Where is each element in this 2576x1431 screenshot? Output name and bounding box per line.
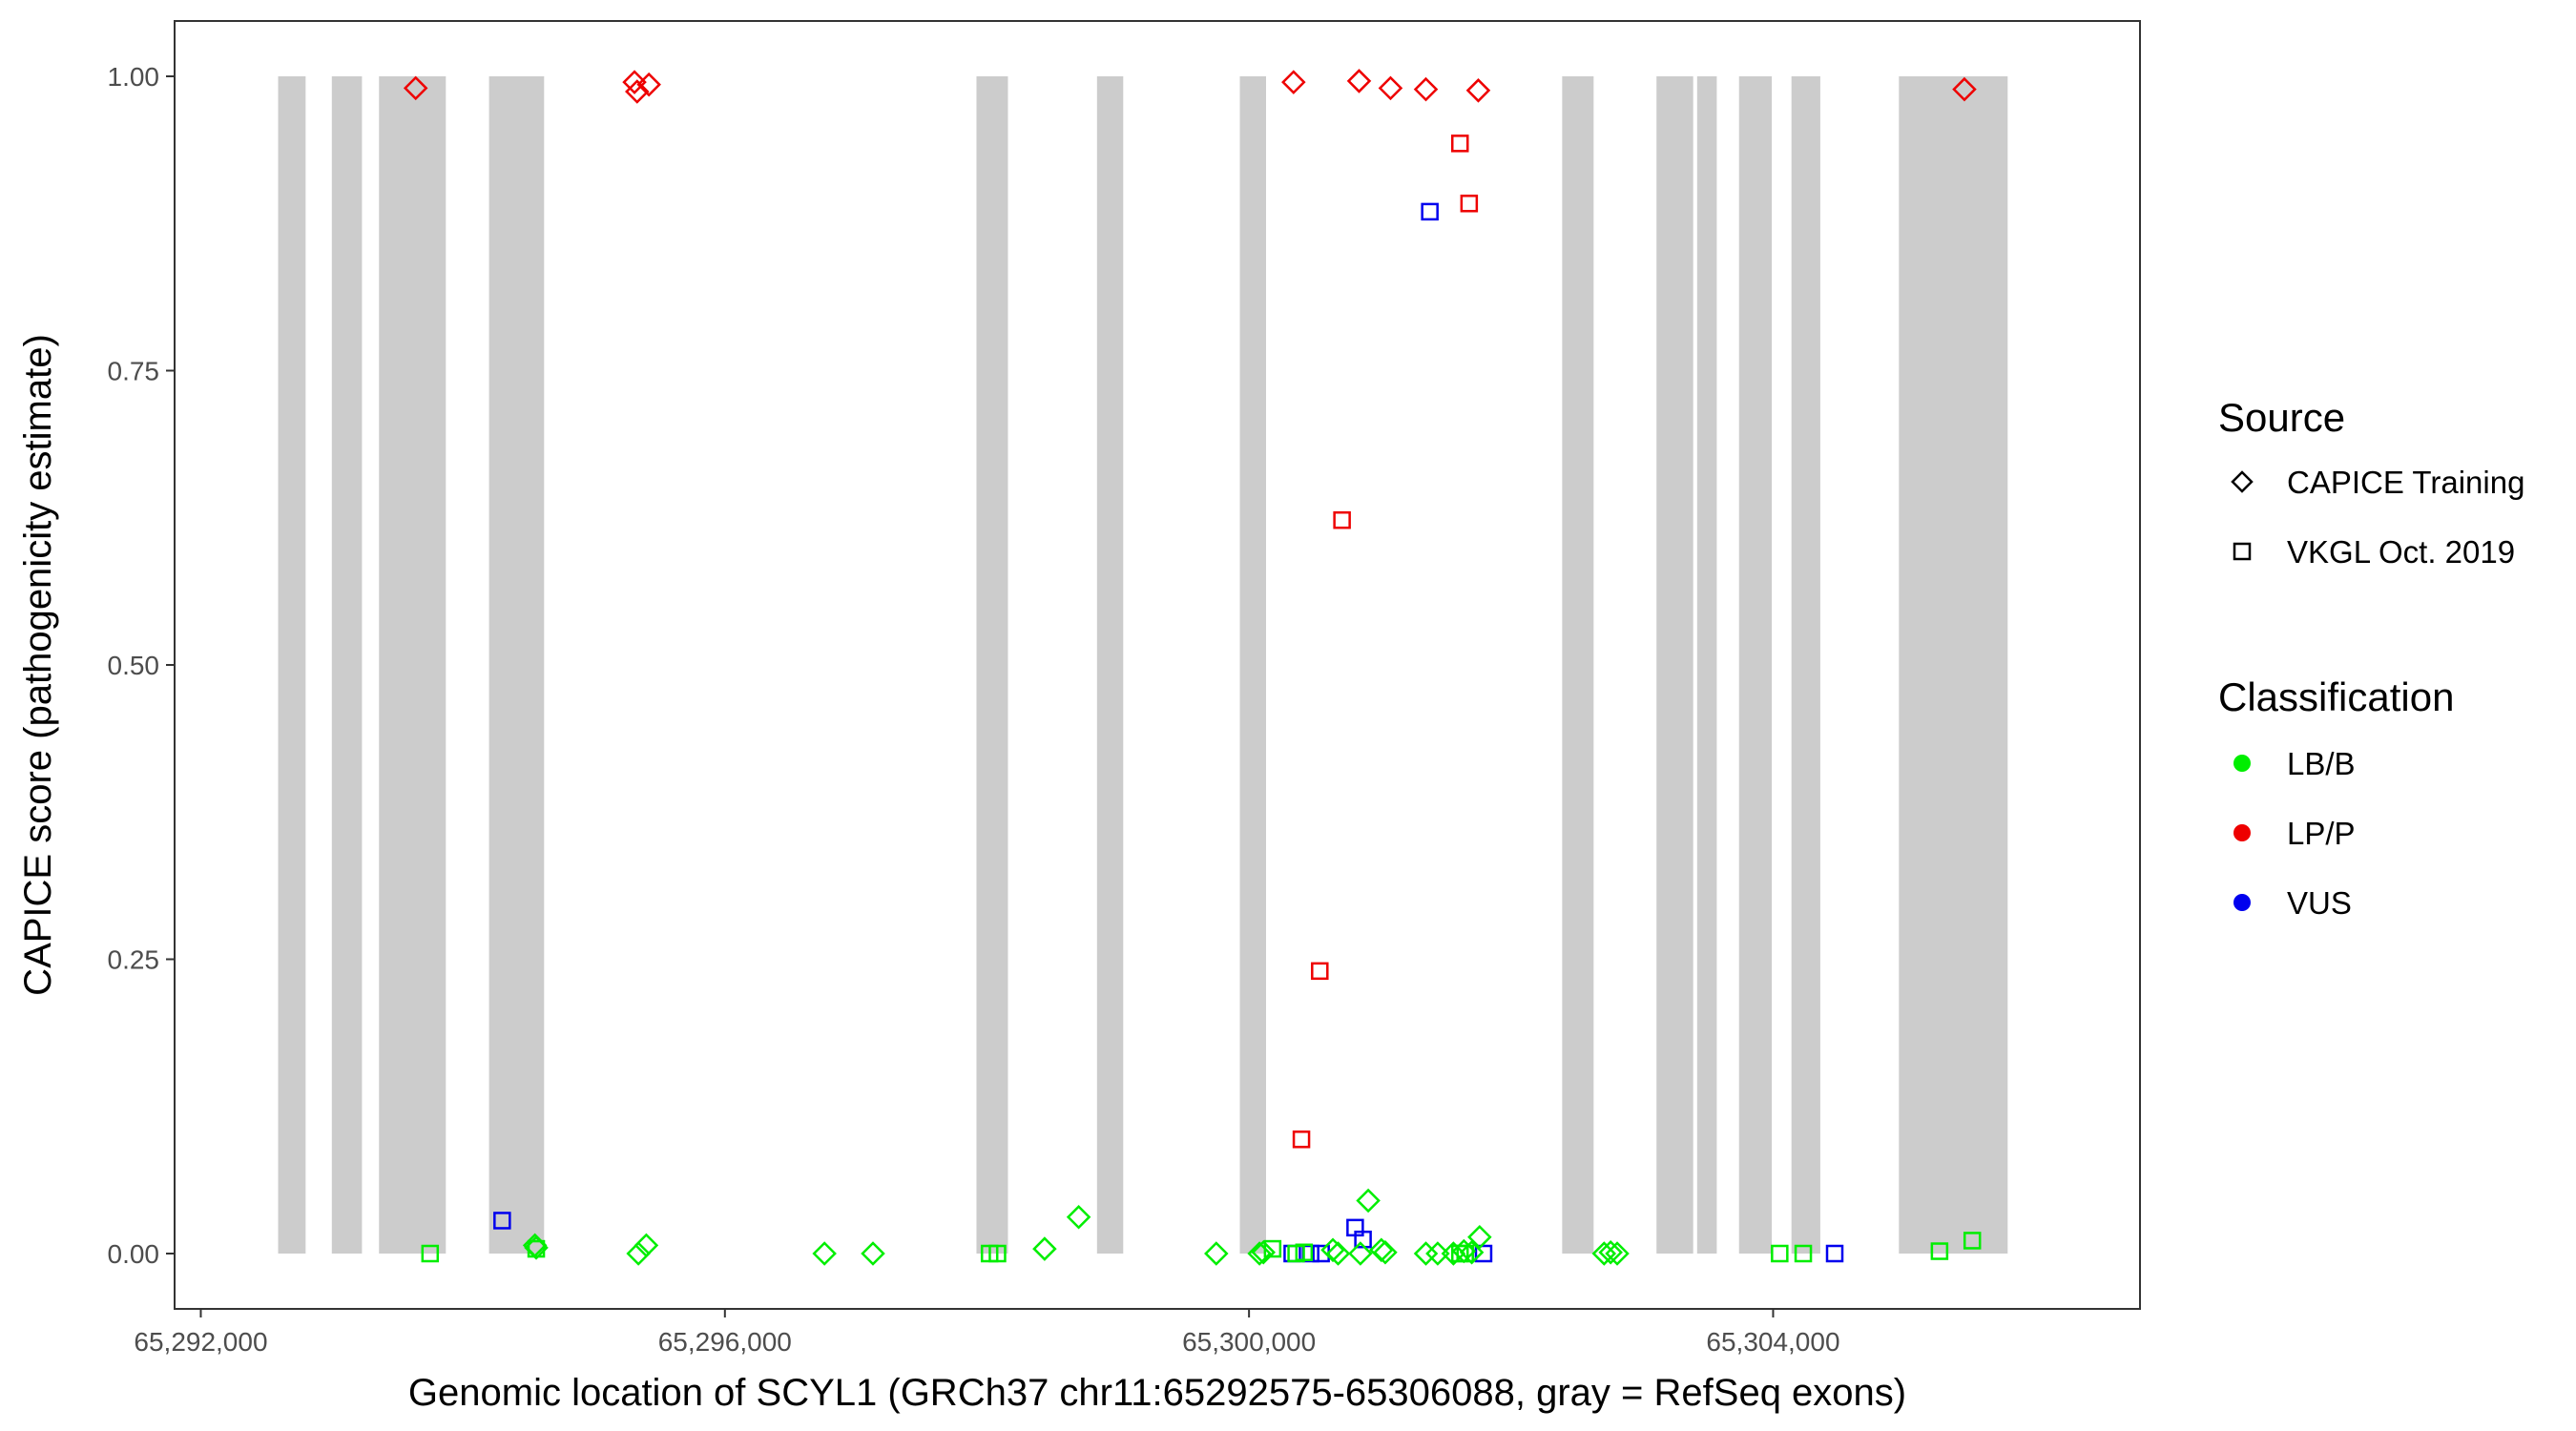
point-vkgl-vus-9 bbox=[1825, 1244, 1844, 1263]
y-tick-label: 0.75 bbox=[108, 356, 160, 385]
green-dot-icon bbox=[2233, 755, 2251, 772]
legend: Source CAPICE Training VKGL Oct. 2019 Cl… bbox=[2218, 395, 2524, 921]
exon-band-4 bbox=[488, 75, 545, 1255]
x-tick-label: 65,300,000 bbox=[1182, 1327, 1316, 1357]
point-vkgl-lbb-1 bbox=[421, 1244, 440, 1263]
exon-band-1 bbox=[278, 75, 306, 1255]
diamond-key-icon bbox=[2231, 470, 2254, 493]
exon-band-11 bbox=[1738, 75, 1773, 1255]
point-capice-lbb-12 bbox=[1320, 1237, 1345, 1263]
exon-band-12 bbox=[1791, 75, 1820, 1255]
exon-band-9 bbox=[1656, 75, 1693, 1255]
blue-dot-icon bbox=[2233, 894, 2251, 911]
point-capice-lbb-11 bbox=[1251, 1240, 1277, 1265]
exon-band-8 bbox=[1562, 75, 1594, 1255]
point-capice-lbb-13 bbox=[1325, 1241, 1351, 1266]
x-tick-label: 65,292,000 bbox=[134, 1327, 267, 1357]
legend-title-source: Source bbox=[2218, 395, 2345, 440]
point-vkgl-lbb-2 bbox=[527, 1239, 546, 1258]
legend-title-classification: Classification bbox=[2218, 674, 2454, 719]
point-vkgl-lbb-5 bbox=[1263, 1239, 1282, 1258]
x-axis-title: Genomic location of SCYL1 (GRCh37 chr11:… bbox=[408, 1372, 1906, 1414]
point-vkgl-lbb-12 bbox=[1930, 1242, 1949, 1260]
point-capice-lpp-1 bbox=[403, 75, 428, 101]
point-vkgl-lpp-3 bbox=[1333, 510, 1351, 529]
point-capice-lbb-20 bbox=[1441, 1241, 1466, 1266]
point-capice-lpp-2 bbox=[622, 70, 647, 94]
point-capice-lbb-19 bbox=[1425, 1241, 1450, 1266]
point-vkgl-lbb-7 bbox=[1295, 1243, 1314, 1262]
point-vkgl-vus-2 bbox=[493, 1212, 511, 1230]
exon-band-3 bbox=[379, 75, 447, 1255]
point-capice-lbb-5 bbox=[812, 1241, 837, 1266]
x-tick-label: 65,296,000 bbox=[658, 1327, 792, 1357]
y-tick-label: 0.50 bbox=[108, 651, 160, 680]
y-tick-label: 0.00 bbox=[108, 1239, 160, 1269]
exon-bands bbox=[278, 75, 2008, 1255]
plot-panel-border bbox=[174, 20, 2141, 1310]
point-capice-lbb-9 bbox=[1204, 1241, 1229, 1266]
point-capice-lpp-6 bbox=[1346, 69, 1372, 93]
point-capice-lbb-22 bbox=[1459, 1240, 1485, 1265]
exon-band-5 bbox=[976, 75, 1008, 1255]
point-capice-lbb-14 bbox=[1348, 1241, 1373, 1266]
point-vkgl-lpp-5 bbox=[1292, 1130, 1311, 1149]
point-capice-lpp-10 bbox=[1952, 76, 1977, 102]
point-capice-lpp-8 bbox=[1413, 76, 1439, 102]
x-tick-label: 65,304,000 bbox=[1706, 1327, 1839, 1357]
point-capice-lbb-23 bbox=[1467, 1224, 1492, 1250]
y-tick-label: 0.25 bbox=[108, 945, 160, 975]
legend-label-capice-training: CAPICE Training bbox=[2287, 465, 2524, 500]
point-vkgl-lbb-10 bbox=[1771, 1244, 1789, 1263]
point-capice-lpp-3 bbox=[625, 79, 650, 104]
legend-label-vus: VUS bbox=[2287, 885, 2352, 921]
point-vkgl-lpp-4 bbox=[1311, 962, 1329, 981]
legend-label-lp-p: LP/P bbox=[2287, 816, 2356, 851]
data-points bbox=[403, 69, 1982, 1266]
point-capice-lbb-8 bbox=[1066, 1204, 1091, 1230]
point-vkgl-lpp-2 bbox=[1460, 195, 1479, 213]
y-axis-title: CAPICE score (pathogenicity estimate) bbox=[17, 334, 59, 996]
square-key-icon bbox=[2233, 542, 2252, 561]
point-vkgl-lbb-4 bbox=[988, 1244, 1007, 1263]
exon-band-10 bbox=[1696, 75, 1717, 1255]
exon-band-2 bbox=[331, 75, 363, 1255]
point-capice-lbb-10 bbox=[1247, 1241, 1272, 1266]
legend-item-vkgl: VKGL Oct. 2019 bbox=[2233, 534, 2515, 570]
legend-item-lb-b: LB/B bbox=[2233, 746, 2356, 781]
axes: 0.00 0.25 0.50 0.75 1.00 65,292,000 65,296,000… bbox=[108, 62, 1840, 1357]
point-capice-lpp-9 bbox=[1465, 78, 1491, 103]
point-vkgl-lpp-1 bbox=[1450, 135, 1469, 153]
point-vkgl-lbb-13 bbox=[1963, 1232, 1982, 1250]
legend-item-vus: VUS bbox=[2233, 885, 2352, 921]
point-capice-lbb-3 bbox=[626, 1241, 651, 1266]
y-tick-label: 1.00 bbox=[108, 62, 160, 92]
point-capice-lbb-18 bbox=[1413, 1241, 1439, 1266]
point-capice-lbb-26 bbox=[1605, 1241, 1630, 1266]
point-capice-lbb-15 bbox=[1356, 1188, 1381, 1213]
legend-label-lb-b: LB/B bbox=[2287, 746, 2356, 781]
point-vkgl-vus-8 bbox=[1474, 1244, 1493, 1263]
point-capice-lpp-7 bbox=[1378, 75, 1403, 101]
exon-band-6 bbox=[1096, 75, 1124, 1255]
point-capice-lpp-4 bbox=[636, 72, 661, 97]
point-vkgl-vus-1 bbox=[1421, 202, 1439, 221]
legend-item-capice-training: CAPICE Training bbox=[2231, 465, 2524, 500]
point-capice-lbb-6 bbox=[861, 1241, 885, 1266]
point-vkgl-lbb-9 bbox=[1456, 1244, 1474, 1263]
point-capice-lpp-5 bbox=[1281, 70, 1306, 94]
point-capice-lbb-25 bbox=[1598, 1240, 1623, 1265]
point-capice-lbb-4 bbox=[634, 1233, 659, 1258]
exon-band-13 bbox=[1899, 75, 2008, 1255]
red-dot-icon bbox=[2233, 824, 2251, 841]
legend-label-vkgl: VKGL Oct. 2019 bbox=[2287, 534, 2515, 570]
legend-item-lp-p: LP/P bbox=[2233, 816, 2356, 851]
point-capice-lbb-17 bbox=[1373, 1240, 1398, 1265]
point-capice-lbb-7 bbox=[1032, 1236, 1057, 1261]
point-vkgl-lbb-11 bbox=[1794, 1244, 1813, 1263]
exon-band-7 bbox=[1239, 75, 1266, 1255]
